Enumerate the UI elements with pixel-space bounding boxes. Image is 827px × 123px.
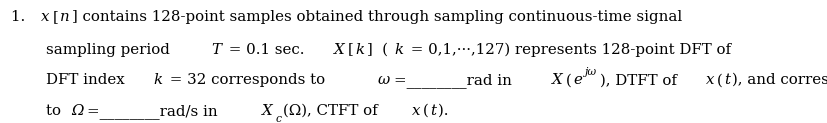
Text: ), and corresponds: ), and corresponds [731, 73, 827, 87]
Text: x: x [411, 104, 419, 118]
Text: [: [ [347, 43, 353, 56]
Text: X: X [261, 104, 272, 118]
Text: e: e [572, 73, 581, 87]
Text: = 0.1 sec.: = 0.1 sec. [224, 43, 309, 56]
Text: (Ω), CTFT of: (Ω), CTFT of [283, 104, 382, 118]
Text: t: t [724, 73, 729, 87]
Text: ] contains 128-point samples obtained through sampling continuous-time signal: ] contains 128-point samples obtained th… [72, 10, 686, 24]
Text: k: k [153, 73, 162, 87]
Text: x: x [41, 10, 50, 24]
Text: sampling period: sampling period [45, 43, 174, 56]
Text: Ω: Ω [71, 104, 84, 118]
Text: =________rad/s in: =________rad/s in [87, 104, 222, 119]
Text: jω: jω [584, 67, 596, 77]
Text: ), DTFT of: ), DTFT of [600, 73, 681, 87]
Text: (: ( [422, 104, 428, 118]
Text: to: to [45, 104, 65, 118]
Text: k: k [394, 43, 404, 56]
Text: t: t [430, 104, 436, 118]
Text: x: x [705, 73, 714, 87]
Text: X: X [334, 43, 345, 56]
Text: ω: ω [377, 73, 390, 87]
Text: DFT index: DFT index [45, 73, 129, 87]
Text: (: ( [716, 73, 722, 87]
Text: ).: ). [437, 104, 448, 118]
Text: T: T [211, 43, 222, 56]
Text: [: [ [52, 10, 58, 24]
Text: k: k [355, 43, 364, 56]
Text: c: c [275, 114, 281, 123]
Text: = 32 corresponds to: = 32 corresponds to [165, 73, 329, 87]
Text: =________rad in: =________rad in [393, 73, 515, 88]
Text: = 0,1,···,127) represents 128-point DFT of: = 0,1,···,127) represents 128-point DFT … [406, 42, 735, 56]
Text: X: X [551, 73, 562, 87]
Text: ]  (: ] ( [367, 43, 388, 56]
Text: n: n [60, 10, 69, 24]
Text: 1.: 1. [11, 10, 35, 24]
Text: (: ( [565, 73, 571, 87]
